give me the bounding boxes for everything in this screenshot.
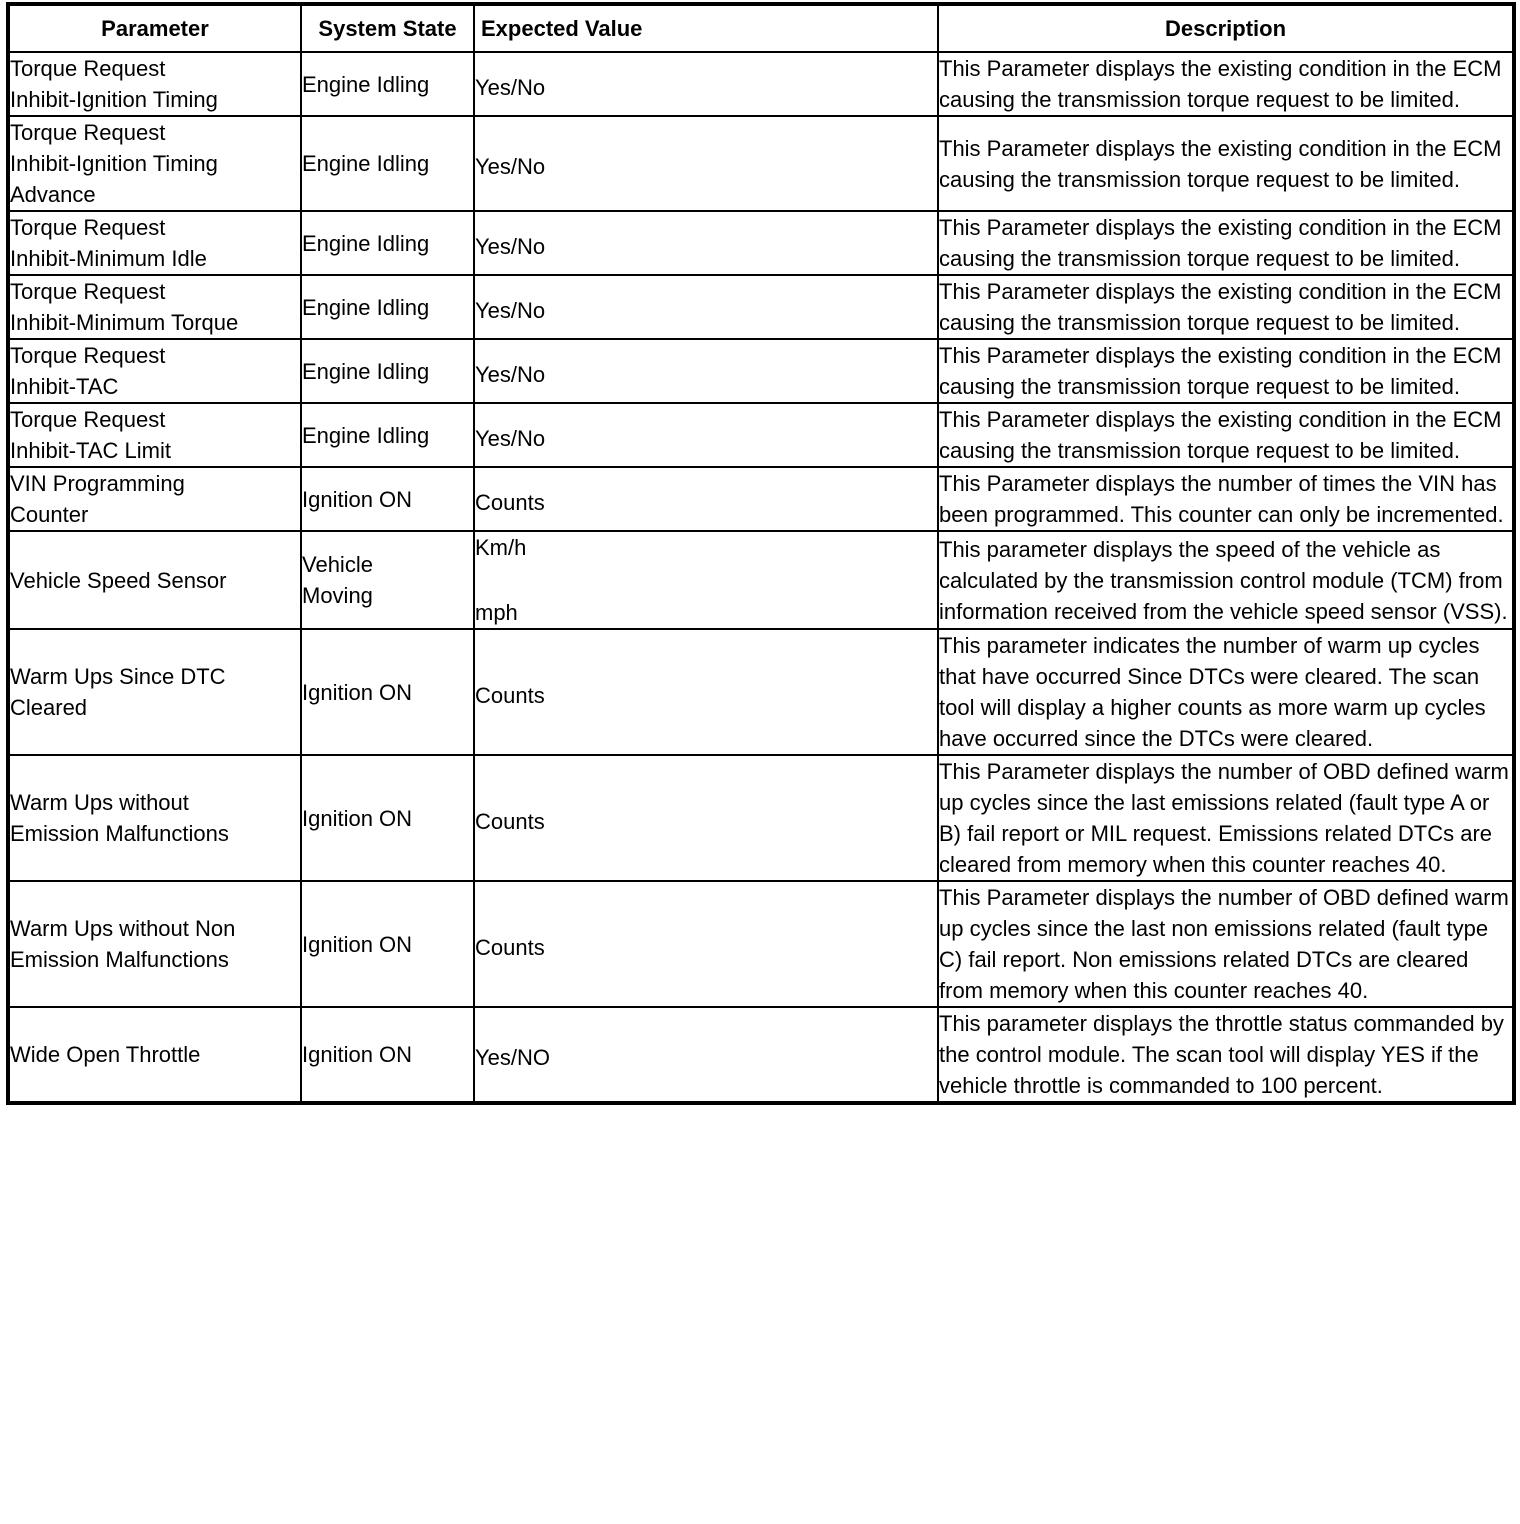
cell-system-state: Engine Idling xyxy=(300,274,475,340)
cell-expected-value: Yes/No xyxy=(473,115,939,212)
cell-system-state: Ignition ON xyxy=(300,880,475,1008)
table-row: Warm Ups without Emission Malfunctions Ig… xyxy=(7,754,1515,882)
cell-parameter: Torque Request Inhibit-Minimum Idle xyxy=(7,210,302,276)
cell-parameter: Warm Ups Since DTC Cleared xyxy=(7,628,302,756)
table-row: Warm Ups without Non Emission Malfunctio… xyxy=(7,880,1515,1008)
cell-expected-value: Yes/No xyxy=(473,51,939,117)
cell-expected-value: Yes/No xyxy=(473,402,939,468)
cell-description: This Parameter displays the existing con… xyxy=(937,274,1515,340)
cell-expected-value: Yes/No xyxy=(473,210,939,276)
cell-description: This parameter indicates the number of w… xyxy=(937,628,1515,756)
cell-expected-value: Counts xyxy=(473,880,939,1008)
cell-parameter: Torque Request Inhibit-Minimum Torque xyxy=(7,274,302,340)
table-body: Torque Request Inhibit-Ignition Timing En… xyxy=(7,51,1515,1104)
cell-expected-value: Counts xyxy=(473,466,939,532)
cell-description: This Parameter displays the existing con… xyxy=(937,210,1515,276)
cell-parameter: Warm Ups without Emission Malfunctions xyxy=(7,754,302,882)
table-row: VIN Programming Counter Ignition ON Counts… xyxy=(7,466,1515,532)
column-header-parameter: Parameter xyxy=(7,3,302,53)
column-header-description: Description xyxy=(937,3,1515,53)
cell-description: This Parameter displays the existing con… xyxy=(937,402,1515,468)
cell-description: This parameter displays the speed of the… xyxy=(937,530,1515,630)
cell-description: This Parameter displays the existing con… xyxy=(937,115,1515,212)
parameter-table: Parameter System State Expected Value De… xyxy=(6,2,1516,1105)
cell-system-state: Engine Idling xyxy=(300,402,475,468)
cell-parameter: Wide Open Throttle xyxy=(7,1006,302,1104)
cell-parameter: Warm Ups without Non Emission Malfunctio… xyxy=(7,880,302,1008)
cell-expected-value: Yes/No xyxy=(473,274,939,340)
cell-parameter: Torque Request Inhibit-Ignition Timing A… xyxy=(7,115,302,212)
cell-parameter: Torque Request Inhibit-TAC Limit xyxy=(7,402,302,468)
cell-expected-value: Counts xyxy=(473,754,939,882)
table-row: Torque Request Inhibit-Minimum Torque Eng… xyxy=(7,274,1515,340)
table-row: Vehicle Speed Sensor Vehicle Moving Km/h mp… xyxy=(7,530,1515,630)
expected-value-line: Km/h xyxy=(475,535,527,560)
cell-expected-value: Km/h mph xyxy=(473,530,939,630)
table-row: Torque Request Inhibit-TAC Limit Engine I… xyxy=(7,402,1515,468)
cell-expected-value: Yes/No xyxy=(473,338,939,404)
cell-parameter: Torque Request Inhibit-Ignition Timing xyxy=(7,51,302,117)
column-header-expected-value: Expected Value xyxy=(473,3,939,53)
cell-description: This Parameter displays the number of OB… xyxy=(937,754,1515,882)
cell-system-state: Engine Idling xyxy=(300,210,475,276)
cell-system-state: Engine Idling xyxy=(300,51,475,117)
cell-system-state: Vehicle Moving xyxy=(300,530,475,630)
table-row: Wide Open Throttle Ignition ON Yes/NO This … xyxy=(7,1006,1515,1104)
cell-system-state: Ignition ON xyxy=(300,1006,475,1104)
cell-parameter: Torque Request Inhibit-TAC xyxy=(7,338,302,404)
cell-description: This Parameter displays the existing con… xyxy=(937,338,1515,404)
cell-description: This Parameter displays the number of ti… xyxy=(937,466,1515,532)
table-row: Torque Request Inhibit-Minimum Idle Engin… xyxy=(7,210,1515,276)
cell-system-state: Ignition ON xyxy=(300,466,475,532)
cell-system-state: Engine Idling xyxy=(300,115,475,212)
table-row: Torque Request Inhibit-Ignition Timing A… xyxy=(7,115,1515,212)
cell-description: This Parameter displays the existing con… xyxy=(937,51,1515,117)
table-row: Torque Request Inhibit-TAC Engine Idling Y… xyxy=(7,338,1515,404)
table-header: Parameter System State Expected Value De… xyxy=(7,3,1515,53)
header-row: Parameter System State Expected Value De… xyxy=(7,3,1515,53)
cell-parameter: Vehicle Speed Sensor xyxy=(7,530,302,630)
cell-expected-value: Yes/NO xyxy=(473,1006,939,1104)
expected-value-line: mph xyxy=(475,600,518,625)
table-row: Warm Ups Since DTC Cleared Ignition ON Cou… xyxy=(7,628,1515,756)
cell-system-state: Ignition ON xyxy=(300,628,475,756)
table-row: Torque Request Inhibit-Ignition Timing En… xyxy=(7,51,1515,117)
column-header-system-state: System State xyxy=(300,3,475,53)
cell-system-state: Ignition ON xyxy=(300,754,475,882)
cell-system-state: Engine Idling xyxy=(300,338,475,404)
cell-expected-value: Counts xyxy=(473,628,939,756)
cell-parameter: VIN Programming Counter xyxy=(7,466,302,532)
cell-description: This parameter displays the throttle sta… xyxy=(937,1006,1515,1104)
cell-description: This Parameter displays the number of OB… xyxy=(937,880,1515,1008)
